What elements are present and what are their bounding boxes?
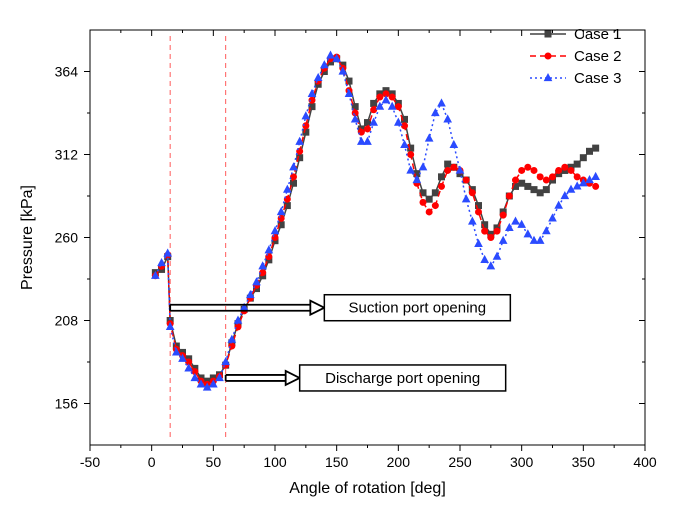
x-tick-label: -50 <box>80 454 100 470</box>
annotation-discharge: Discharge port opening <box>226 365 506 391</box>
x-axis-label: Angle of rotation [deg] <box>289 480 446 497</box>
y-tick-label: 156 <box>55 396 79 412</box>
legend-label-1: Case 2 <box>574 48 622 65</box>
x-tick-label: 300 <box>510 454 534 470</box>
x-tick-label: 100 <box>263 454 287 470</box>
y-axis: 156 208 260 312 364 <box>55 64 645 412</box>
legend-label-2: Case 3 <box>574 70 622 87</box>
x-tick-label: 0 <box>148 454 156 470</box>
x-tick-label: 400 <box>633 454 657 470</box>
legend: Case 1 Case 2 Case 3 <box>530 26 622 87</box>
y-axis-label: Pressure [kPa] <box>19 185 36 290</box>
x-tick-label: 350 <box>572 454 596 470</box>
y-tick-label: 260 <box>55 230 79 246</box>
x-tick-label: 200 <box>387 454 411 470</box>
legend-label-0: Case 1 <box>574 26 622 43</box>
annotation-label-suction: Suction port opening <box>349 300 487 317</box>
chart-svg: -50 0 50 100 150 200 250 300 350 400 156 208 260 312 3… <box>0 0 681 513</box>
annotation-label-discharge: Discharge port opening <box>325 370 480 387</box>
x-tick-label: 250 <box>448 454 472 470</box>
series-case-1 <box>152 56 598 384</box>
x-tick-label: 150 <box>325 454 349 470</box>
x-axis: -50 0 50 100 150 200 250 300 350 400 <box>80 30 657 470</box>
annotation-suction: Suction port opening <box>170 295 510 321</box>
x-tick-label: 50 <box>206 454 222 470</box>
y-tick-label: 312 <box>55 147 79 163</box>
y-tick-label: 364 <box>55 64 79 80</box>
y-tick-label: 208 <box>55 313 79 329</box>
pressure-chart: -50 0 50 100 150 200 250 300 350 400 156 208 260 312 3… <box>0 0 681 513</box>
